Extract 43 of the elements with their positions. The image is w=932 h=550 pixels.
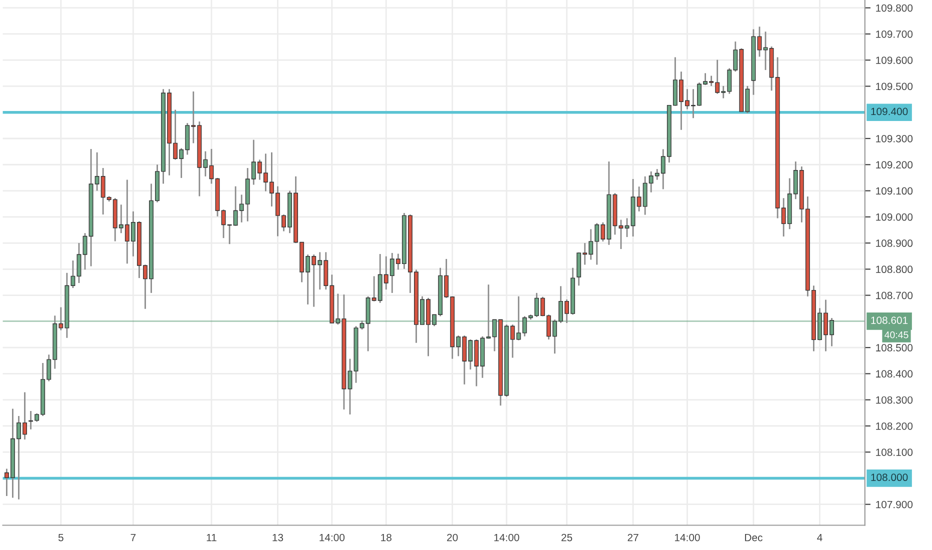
x-tick-label: 11 bbox=[206, 534, 216, 542]
x-tick-label: 18 bbox=[381, 534, 392, 542]
y-tick-label: 109.700 bbox=[876, 30, 913, 38]
x-tick-label: 25 bbox=[562, 534, 572, 542]
candlestick bbox=[618, 219, 624, 250]
candlestick bbox=[492, 318, 497, 352]
x-tick-label: 27 bbox=[628, 534, 638, 542]
x-tick-label: 20 bbox=[447, 534, 458, 542]
y-tick-label: 108.700 bbox=[876, 292, 913, 300]
x-tick-label: Dec bbox=[745, 534, 762, 542]
y-tick-label: 109.000 bbox=[876, 213, 913, 221]
y-tick-label: 108.500 bbox=[876, 344, 913, 352]
y-tick-label: 108.900 bbox=[876, 240, 913, 247]
y-tick-label: 108.800 bbox=[876, 266, 913, 274]
candlestick bbox=[82, 232, 88, 270]
candlestick bbox=[763, 30, 768, 71]
y-tick-label: 108.100 bbox=[876, 448, 913, 456]
ref-line-label: 108.000 bbox=[871, 474, 908, 482]
y-tick-label: 109.600 bbox=[876, 56, 913, 64]
y-tick-label: 107.900 bbox=[876, 500, 913, 508]
x-tick-label: 14:00 bbox=[494, 534, 520, 542]
ref-line-label: 108.601 bbox=[871, 316, 908, 324]
text: 40:45 bbox=[884, 331, 908, 338]
y-tick-label: 109.300 bbox=[876, 135, 913, 142]
x-tick-label: 4 bbox=[817, 534, 822, 542]
y-tick-label: 108.200 bbox=[876, 422, 913, 430]
y-tick-label: 109.200 bbox=[876, 161, 913, 169]
candlestick bbox=[486, 284, 491, 340]
candlestick bbox=[348, 358, 352, 416]
x-tick-label: 13 bbox=[272, 534, 284, 542]
candlestick bbox=[624, 218, 630, 238]
x-tick-label: 14:00 bbox=[320, 534, 345, 542]
candlestick bbox=[757, 26, 762, 58]
ref-line-label: 109.400 bbox=[871, 108, 908, 116]
y-tick-label: 108.400 bbox=[876, 370, 913, 378]
y-tick-label: 109.100 bbox=[876, 187, 913, 195]
y-tick-label: 108.300 bbox=[876, 396, 913, 404]
x-tick-label: 14:00 bbox=[675, 534, 700, 542]
x-tick-label: 7 bbox=[130, 534, 136, 542]
y-tick-label: 109.500 bbox=[876, 82, 913, 90]
x-tick-label: 5 bbox=[58, 534, 64, 542]
candlestick bbox=[76, 242, 82, 284]
y-tick-label: 109.800 bbox=[876, 4, 913, 12]
